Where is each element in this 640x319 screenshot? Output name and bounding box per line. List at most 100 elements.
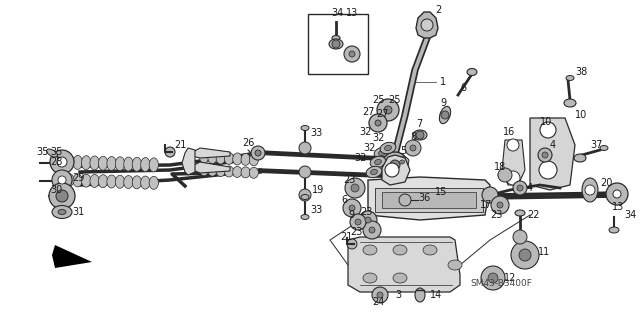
Polygon shape — [416, 12, 438, 38]
Circle shape — [517, 185, 523, 191]
Circle shape — [613, 190, 621, 198]
Text: 19: 19 — [312, 185, 324, 195]
Ellipse shape — [366, 166, 382, 178]
Circle shape — [351, 184, 359, 192]
Text: 17: 17 — [480, 200, 492, 210]
Text: 32: 32 — [359, 127, 371, 137]
Polygon shape — [188, 162, 230, 173]
Circle shape — [416, 131, 424, 139]
Ellipse shape — [332, 35, 340, 41]
Text: 32: 32 — [363, 143, 376, 153]
Circle shape — [507, 139, 519, 151]
Circle shape — [488, 273, 498, 283]
Ellipse shape — [582, 178, 598, 202]
Circle shape — [343, 199, 361, 217]
Circle shape — [377, 292, 383, 298]
Polygon shape — [392, 115, 407, 158]
Ellipse shape — [141, 158, 150, 172]
Ellipse shape — [233, 153, 242, 165]
Ellipse shape — [250, 154, 259, 166]
Ellipse shape — [52, 205, 72, 219]
Text: 34: 34 — [624, 210, 636, 220]
Text: 12: 12 — [504, 273, 516, 283]
Ellipse shape — [378, 151, 385, 156]
Text: 31: 31 — [72, 207, 84, 217]
Circle shape — [538, 148, 552, 162]
Text: 4: 4 — [527, 183, 533, 193]
Ellipse shape — [363, 245, 377, 255]
Ellipse shape — [99, 175, 108, 188]
Circle shape — [355, 219, 361, 225]
Circle shape — [299, 142, 311, 154]
Ellipse shape — [371, 169, 378, 174]
Circle shape — [481, 266, 505, 290]
Circle shape — [513, 181, 527, 195]
Circle shape — [365, 217, 371, 223]
Circle shape — [606, 183, 628, 205]
Circle shape — [421, 19, 433, 31]
Polygon shape — [382, 155, 410, 185]
Ellipse shape — [65, 155, 74, 169]
Polygon shape — [502, 140, 525, 185]
Ellipse shape — [515, 210, 525, 216]
Text: 9: 9 — [440, 98, 446, 108]
Ellipse shape — [73, 174, 83, 187]
Circle shape — [497, 202, 503, 208]
Ellipse shape — [58, 210, 66, 214]
Text: 6: 6 — [460, 83, 466, 93]
Text: 13: 13 — [346, 8, 358, 18]
Ellipse shape — [448, 260, 462, 270]
Text: 38: 38 — [575, 67, 588, 77]
Text: 8: 8 — [410, 132, 416, 142]
Text: 22: 22 — [527, 210, 540, 220]
Ellipse shape — [225, 152, 234, 165]
Text: 32: 32 — [354, 153, 366, 163]
Ellipse shape — [132, 157, 141, 171]
Ellipse shape — [415, 288, 425, 302]
Text: 37: 37 — [590, 140, 602, 150]
Text: SM43-B3400F: SM43-B3400F — [470, 278, 532, 287]
Circle shape — [372, 287, 388, 303]
Polygon shape — [530, 118, 575, 190]
Circle shape — [519, 249, 531, 261]
Ellipse shape — [81, 174, 91, 187]
Circle shape — [410, 145, 416, 151]
Circle shape — [49, 183, 75, 209]
Circle shape — [369, 227, 375, 233]
Text: 24: 24 — [372, 297, 385, 307]
Ellipse shape — [395, 157, 409, 167]
Polygon shape — [188, 148, 230, 158]
Circle shape — [350, 214, 366, 230]
Text: 32: 32 — [372, 133, 385, 143]
Circle shape — [511, 241, 539, 269]
Text: 9: 9 — [348, 210, 354, 220]
Text: 23: 23 — [343, 175, 355, 185]
Circle shape — [382, 152, 408, 178]
Ellipse shape — [65, 174, 74, 187]
Ellipse shape — [600, 145, 608, 151]
Text: 23: 23 — [360, 207, 372, 217]
Circle shape — [369, 114, 387, 132]
Ellipse shape — [124, 157, 133, 171]
Text: 23: 23 — [350, 227, 362, 237]
Polygon shape — [375, 188, 483, 212]
Ellipse shape — [124, 175, 133, 189]
Ellipse shape — [216, 166, 225, 177]
Ellipse shape — [329, 39, 343, 49]
Ellipse shape — [200, 151, 209, 163]
Ellipse shape — [107, 175, 116, 188]
Bar — [308, 14, 368, 74]
Ellipse shape — [149, 176, 159, 189]
Circle shape — [375, 120, 381, 126]
Ellipse shape — [233, 167, 242, 177]
Circle shape — [58, 176, 66, 184]
Text: 29: 29 — [72, 173, 84, 183]
Circle shape — [299, 166, 311, 178]
Ellipse shape — [208, 165, 217, 176]
Circle shape — [384, 106, 392, 114]
Ellipse shape — [99, 156, 108, 170]
Polygon shape — [348, 237, 460, 292]
Text: 6: 6 — [341, 195, 347, 205]
Text: 34: 34 — [331, 8, 343, 18]
Ellipse shape — [115, 175, 125, 188]
